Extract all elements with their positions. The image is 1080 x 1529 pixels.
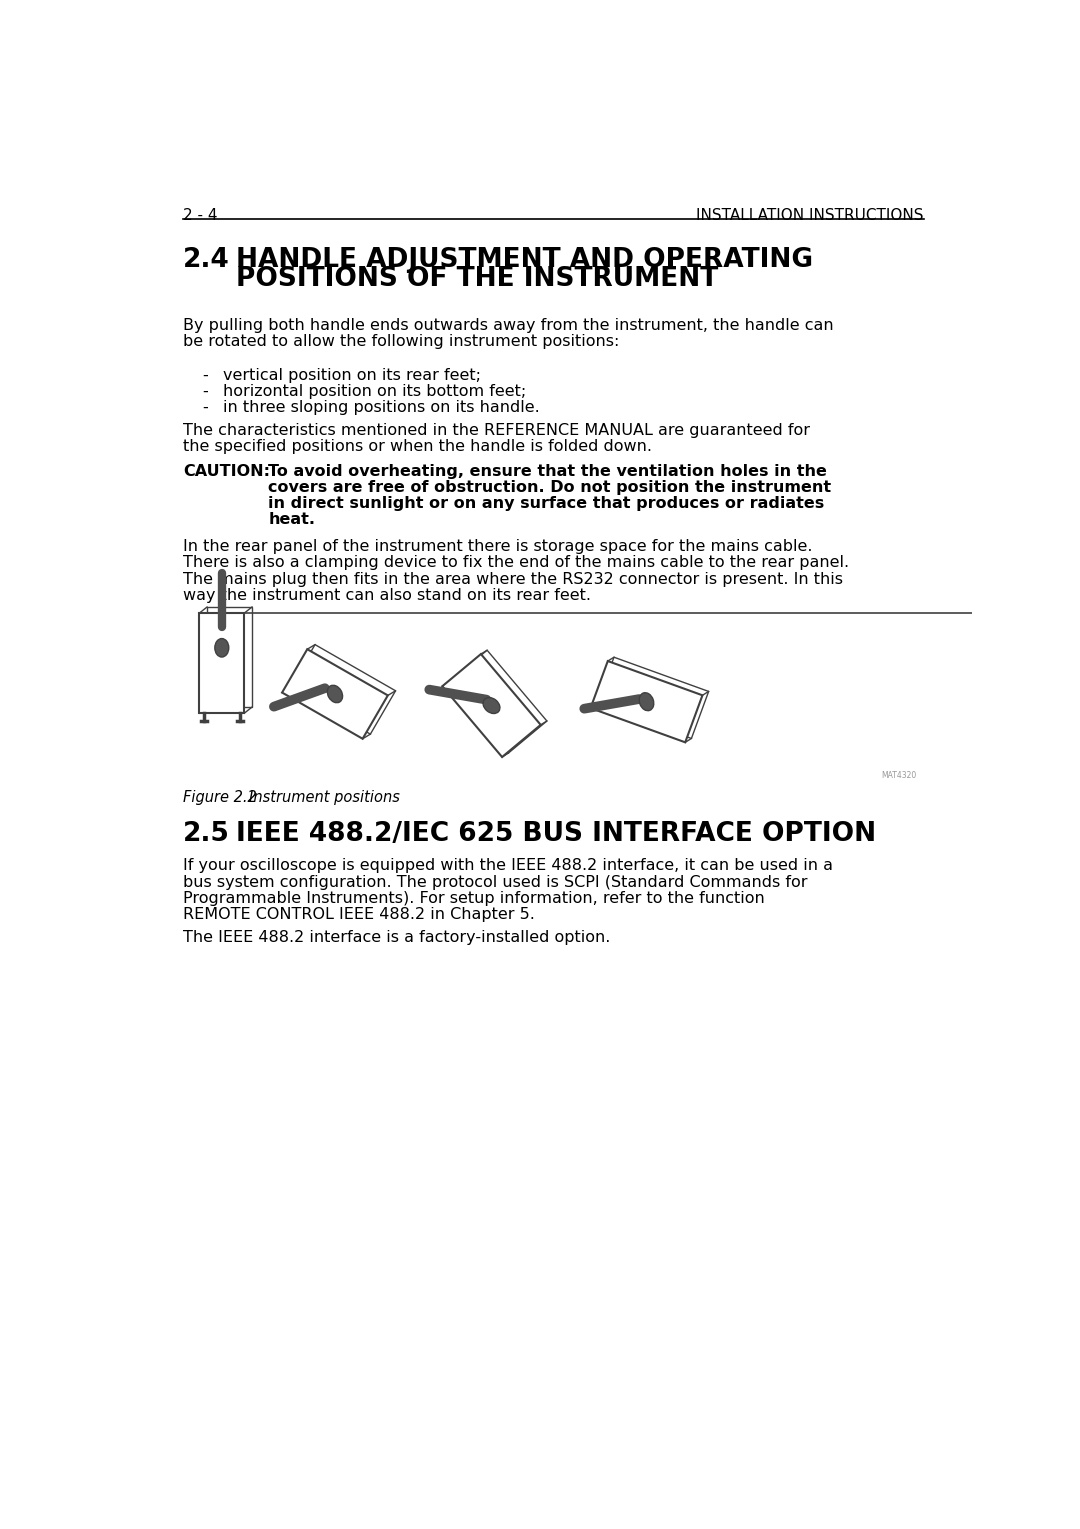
Text: -: - <box>202 384 208 399</box>
Text: The mains plug then fits in the area where the RS232 connector is present. In th: The mains plug then fits in the area whe… <box>183 572 843 587</box>
Text: vertical position on its rear feet;: vertical position on its rear feet; <box>224 367 482 382</box>
Polygon shape <box>591 661 702 742</box>
Text: By pulling both handle ends outwards away from the instrument, the handle can: By pulling both handle ends outwards awa… <box>183 318 834 333</box>
Text: IEEE 488.2/IEC 625 BUS INTERFACE OPTION: IEEE 488.2/IEC 625 BUS INTERFACE OPTION <box>235 821 876 847</box>
Text: in direct sunlight or on any surface that produces or radiates: in direct sunlight or on any surface tha… <box>268 495 824 511</box>
Text: bus system configuration. The protocol used is SCPI (Standard Commands for: bus system configuration. The protocol u… <box>183 875 808 890</box>
Text: -: - <box>202 401 208 414</box>
Polygon shape <box>282 650 388 739</box>
Text: covers are free of obstruction. Do not position the instrument: covers are free of obstruction. Do not p… <box>268 480 832 495</box>
Ellipse shape <box>215 639 229 657</box>
Text: Instrument positions: Instrument positions <box>248 790 400 806</box>
Text: Programmable Instruments). For setup information, refer to the function: Programmable Instruments). For setup inf… <box>183 891 765 905</box>
Text: in three sloping positions on its handle.: in three sloping positions on its handle… <box>224 401 540 414</box>
Text: If your oscilloscope is equipped with the IEEE 488.2 interface, it can be used i: If your oscilloscope is equipped with th… <box>183 858 833 873</box>
Text: horizontal position on its bottom feet;: horizontal position on its bottom feet; <box>224 384 527 399</box>
Ellipse shape <box>639 693 653 711</box>
Text: -: - <box>202 367 208 382</box>
Text: CAUTION:: CAUTION: <box>183 463 270 479</box>
Polygon shape <box>200 613 244 713</box>
Polygon shape <box>443 654 541 757</box>
Text: Figure 2.2: Figure 2.2 <box>183 790 257 806</box>
Text: The IEEE 488.2 interface is a factory-installed option.: The IEEE 488.2 interface is a factory-in… <box>183 930 610 945</box>
Text: 2.4: 2.4 <box>183 246 230 272</box>
Text: 2.5: 2.5 <box>183 821 230 847</box>
Ellipse shape <box>327 685 342 703</box>
Text: There is also a clamping device to fix the end of the mains cable to the rear pa: There is also a clamping device to fix t… <box>183 555 849 570</box>
Text: To avoid overheating, ensure that the ventilation holes in the: To avoid overheating, ensure that the ve… <box>268 463 827 479</box>
Text: way the instrument can also stand on its rear feet.: way the instrument can also stand on its… <box>183 587 591 602</box>
Ellipse shape <box>483 697 500 714</box>
Text: 2 - 4: 2 - 4 <box>183 208 217 223</box>
Text: INSTALLATION INSTRUCTIONS: INSTALLATION INSTRUCTIONS <box>697 208 924 223</box>
Text: MAT4320: MAT4320 <box>881 771 916 780</box>
Text: HANDLE ADJUSTMENT AND OPERATING: HANDLE ADJUSTMENT AND OPERATING <box>235 246 813 272</box>
Text: REMOTE CONTROL IEEE 488.2 in Chapter 5.: REMOTE CONTROL IEEE 488.2 in Chapter 5. <box>183 907 535 922</box>
Text: be rotated to allow the following instrument positions:: be rotated to allow the following instru… <box>183 335 620 350</box>
Text: the specified positions or when the handle is folded down.: the specified positions or when the hand… <box>183 439 652 454</box>
Text: The characteristics mentioned in the REFERENCE MANUAL are guaranteed for: The characteristics mentioned in the REF… <box>183 424 810 437</box>
Text: POSITIONS OF THE INSTRUMENT: POSITIONS OF THE INSTRUMENT <box>235 266 718 292</box>
Text: In the rear panel of the instrument there is storage space for the mains cable.: In the rear panel of the instrument ther… <box>183 540 812 553</box>
Text: heat.: heat. <box>268 512 315 528</box>
